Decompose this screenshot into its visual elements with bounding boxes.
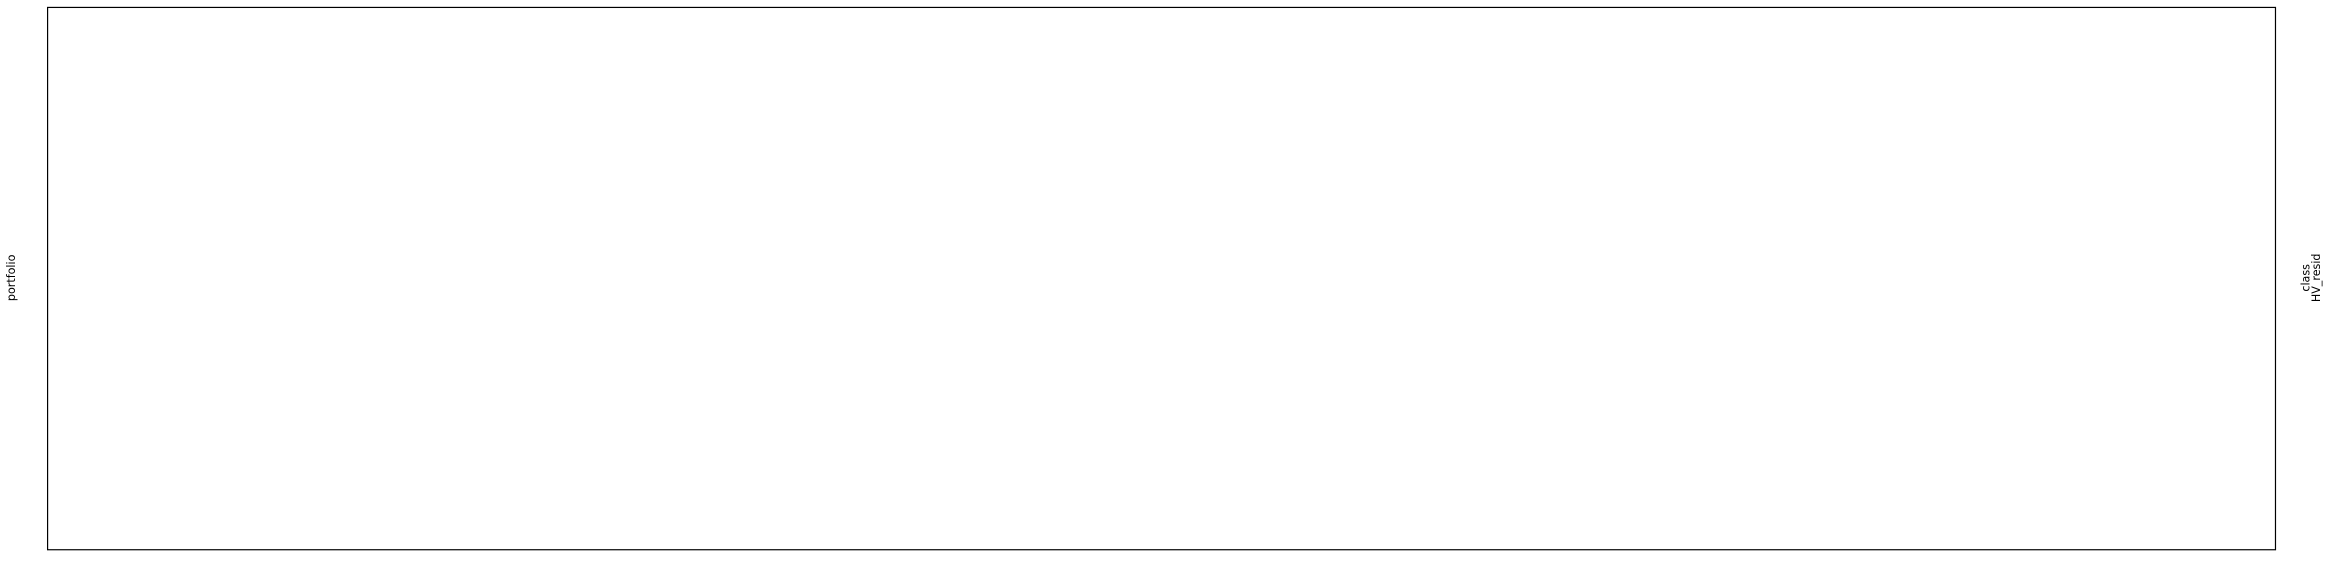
y2-axis-label: class <box>2300 264 2313 292</box>
y3-axis-label: HV_resid <box>2310 254 2323 303</box>
axes-frame <box>46 6 2277 551</box>
y-axis-label: portfolio <box>5 254 18 301</box>
